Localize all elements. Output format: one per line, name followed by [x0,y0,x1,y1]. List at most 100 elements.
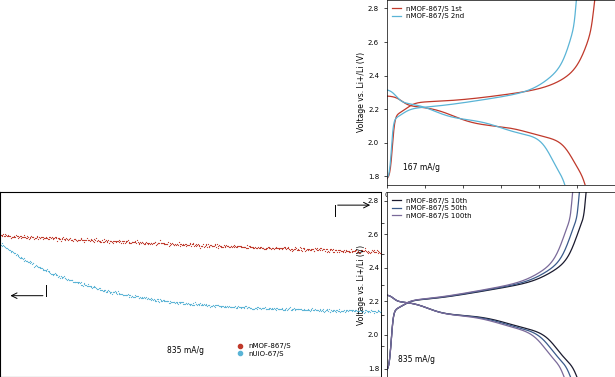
Point [140,241,149,247]
Point [23,258,33,264]
Point [73,218,83,224]
Point [198,241,208,247]
Point [14,254,24,260]
Point [220,303,230,309]
Point [69,236,79,242]
Point [7,234,17,241]
Point [264,245,274,251]
Point [255,305,265,311]
Point [175,225,184,231]
Point [306,307,316,313]
Point [263,222,273,228]
Point [184,240,194,246]
Point [311,307,321,313]
Point [105,290,114,296]
Point [125,223,135,229]
Point [14,224,24,230]
Point [97,222,107,228]
Point [210,223,220,229]
Point [30,236,39,242]
Point [293,247,303,253]
Point [291,245,301,251]
Point [159,298,169,304]
Point [118,238,128,244]
Point [152,220,162,226]
Point [331,219,341,225]
Point [319,246,328,252]
Point [322,307,332,313]
Point [111,223,121,229]
Point [361,224,371,230]
Point [194,301,204,307]
Point [288,223,298,229]
Point [335,309,345,315]
Point [257,223,267,229]
Point [260,246,270,252]
Point [231,222,241,228]
Point [4,233,14,239]
Point [273,221,283,227]
Point [277,305,287,311]
Point [98,224,108,230]
Point [130,294,140,300]
Point [245,244,255,250]
Point [36,224,46,230]
Point [306,218,315,224]
Point [249,218,259,224]
Point [227,244,237,250]
Point [372,247,382,253]
Point [305,308,315,314]
Point [296,220,306,226]
Point [237,221,247,227]
Point [47,221,57,227]
Point [180,223,190,229]
Point [116,219,126,225]
Point [21,258,31,264]
Point [268,306,278,312]
Point [360,308,370,314]
Point [15,221,25,227]
Point [329,219,339,225]
Point [280,307,290,313]
Point [292,223,302,229]
Point [310,222,320,228]
Point [217,223,227,229]
Point [161,241,171,247]
Point [156,297,165,303]
Point [267,221,277,227]
Point [24,236,34,242]
Point [77,221,87,227]
Point [117,240,127,246]
Point [238,304,248,310]
Point [182,222,192,228]
Point [186,302,196,308]
Point [183,242,193,248]
Point [239,220,248,226]
Point [217,217,227,223]
Point [212,223,222,229]
Point [275,245,285,251]
Point [145,296,154,302]
Point [277,224,287,230]
Point [101,289,111,295]
Point [303,307,313,313]
Point [351,247,360,253]
Point [359,310,369,316]
Point [180,241,190,247]
Point [360,221,370,227]
Point [94,285,104,291]
Point [89,219,98,225]
Point [333,224,343,230]
Point [347,220,357,226]
Point [342,307,352,313]
Point [262,306,272,312]
Point [146,219,156,225]
Point [60,275,69,281]
Point [161,223,171,229]
Point [52,272,62,278]
Point [313,247,323,253]
Point [317,247,327,253]
Point [334,306,344,312]
Point [124,219,133,225]
Point [7,218,17,224]
